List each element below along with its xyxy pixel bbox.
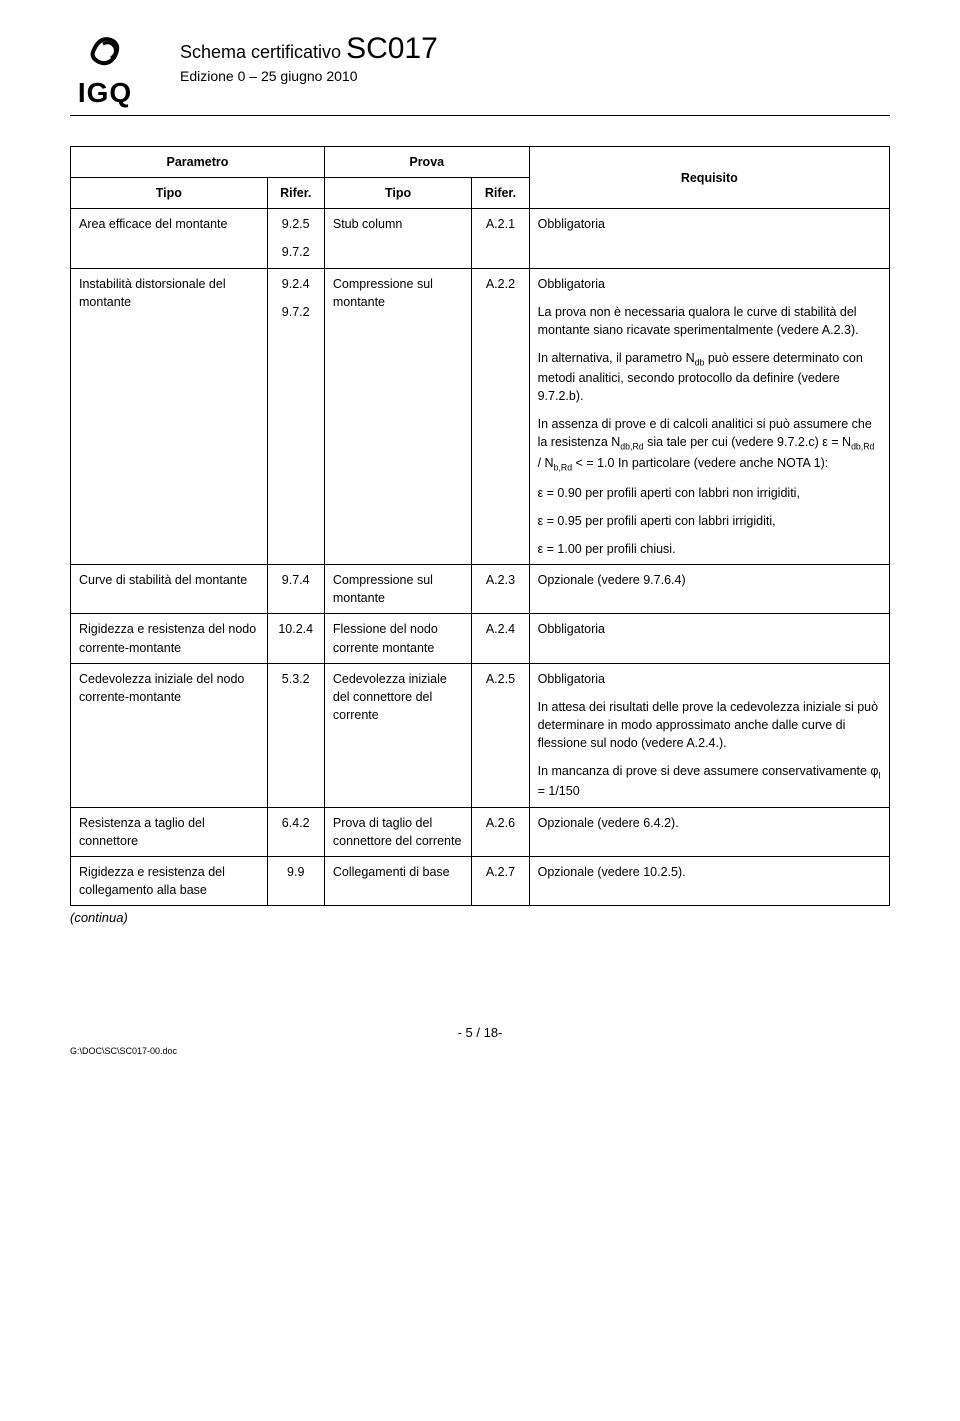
req-span: / N	[538, 456, 554, 470]
cell-req: Opzionale (vedere 10.2.5).	[529, 856, 889, 905]
continua-label: (continua)	[70, 910, 890, 925]
rifer-value: 9.2.5	[276, 215, 316, 233]
th-tipo-1: Tipo	[71, 178, 268, 209]
cell-req: Obbligatoria La prova non è necessaria q…	[529, 268, 889, 565]
cell-param: Instabilità distorsionale del montante	[71, 268, 268, 565]
th-rifer-2: Rifer.	[472, 178, 529, 209]
cell-prova: Prova di taglio del connettore del corre…	[324, 807, 471, 856]
page: IGQ Schema certificativo SC017 Edizione …	[0, 0, 960, 1096]
table-row: Rigidezza e resistenza del nodo corrente…	[71, 614, 890, 663]
table-row: Resistenza a taglio del connettore 6.4.2…	[71, 807, 890, 856]
req-text: In attesa dei risultati delle prove la c…	[538, 698, 881, 752]
cell-rifer2: A.2.1	[472, 209, 529, 268]
header-rule	[70, 115, 890, 116]
cell-prova: Flessione del nodo corrente montante	[324, 614, 471, 663]
table-header-row-1: Parametro Prova Requisito	[71, 147, 890, 178]
cell-rifer2: A.2.4	[472, 614, 529, 663]
header-subtitle: Edizione 0 – 25 giugno 2010	[180, 68, 438, 84]
header-title-code: SC017	[346, 32, 438, 65]
req-span: sia tale per cui (vedere 9.7.2.c) ε = N	[644, 435, 851, 449]
cell-prova: Collegamenti di base	[324, 856, 471, 905]
cell-rifer2: A.2.6	[472, 807, 529, 856]
rifer-value: 9.2.4	[276, 275, 316, 293]
req-sub: db,Rd	[620, 442, 643, 452]
cell-prova: Cedevolezza iniziale del connettore del …	[324, 663, 471, 807]
cell-rifer2: A.2.5	[472, 663, 529, 807]
requirements-table: Parametro Prova Requisito Tipo Rifer. Ti…	[70, 146, 890, 906]
logo-block: IGQ	[70, 30, 140, 107]
req-span: = 1/150	[538, 784, 580, 798]
req-text: In assenza di prove e di calcoli analiti…	[538, 415, 881, 474]
logo-text: IGQ	[70, 79, 140, 107]
cell-param: Rigidezza e resistenza del nodo corrente…	[71, 614, 268, 663]
cell-req: Obbligatoria In attesa dei risultati del…	[529, 663, 889, 807]
header-text: Schema certificativo SC017 Edizione 0 – …	[140, 30, 438, 84]
page-header: IGQ Schema certificativo SC017 Edizione …	[70, 30, 890, 107]
req-text: La prova non è necessaria qualora le cur…	[538, 303, 881, 339]
cell-rifer1: 9.2.5 9.7.2	[267, 209, 324, 268]
req-span: < = 1.0 In particolare (vedere anche NOT…	[572, 456, 828, 470]
cell-param: Resistenza a taglio del connettore	[71, 807, 268, 856]
cell-rifer2: A.2.7	[472, 856, 529, 905]
table-row: Area efficace del montante 9.2.5 9.7.2 S…	[71, 209, 890, 268]
req-text: Obbligatoria	[538, 670, 881, 688]
req-text: ε = 1.00 per profili chiusi.	[538, 540, 881, 558]
req-text: Obbligatoria	[538, 275, 881, 293]
cell-prova: Compressione sul montante	[324, 565, 471, 614]
th-prova: Prova	[324, 147, 529, 178]
cell-req: Obbligatoria	[529, 209, 889, 268]
req-sub: db,Rd	[851, 442, 874, 452]
header-title-line: Schema certificativo SC017	[180, 32, 438, 66]
req-sub: b,Rd	[554, 462, 572, 472]
cell-param: Area efficace del montante	[71, 209, 268, 268]
req-text: ε = 0.90 per profili aperti con labbri n…	[538, 484, 881, 502]
cell-rifer1: 10.2.4	[267, 614, 324, 663]
req-sub: l	[879, 771, 881, 781]
th-requisito: Requisito	[529, 147, 889, 209]
rifer-value: 9.7.2	[276, 303, 316, 321]
cell-param: Cedevolezza iniziale del nodo corrente-m…	[71, 663, 268, 807]
th-parametro: Parametro	[71, 147, 325, 178]
rifer-value: 9.7.2	[276, 243, 316, 261]
cell-rifer1: 9.7.4	[267, 565, 324, 614]
cell-rifer2: A.2.2	[472, 268, 529, 565]
table-row: Curve di stabilità del montante 9.7.4 Co…	[71, 565, 890, 614]
th-rifer-1: Rifer.	[267, 178, 324, 209]
cell-req: Obbligatoria	[529, 614, 889, 663]
header-title-prefix: Schema certificativo	[180, 42, 346, 62]
req-text: ε = 0.95 per profili aperti con labbri i…	[538, 512, 881, 530]
req-span: In mancanza di prove si deve assumere co…	[538, 764, 879, 778]
cell-rifer1: 9.2.4 9.7.2	[267, 268, 324, 565]
req-text: In alternativa, il parametro Ndb può ess…	[538, 349, 881, 405]
cell-rifer1: 6.4.2	[267, 807, 324, 856]
table-row: Rigidezza e resistenza del collegamento …	[71, 856, 890, 905]
cell-prova: Compressione sul montante	[324, 268, 471, 565]
cell-param: Rigidezza e resistenza del collegamento …	[71, 856, 268, 905]
table-row: Cedevolezza iniziale del nodo corrente-m…	[71, 663, 890, 807]
cell-rifer2: A.2.3	[472, 565, 529, 614]
th-tipo-2: Tipo	[324, 178, 471, 209]
cell-req: Opzionale (vedere 6.4.2).	[529, 807, 889, 856]
cell-rifer1: 9.9	[267, 856, 324, 905]
cell-rifer1: 5.3.2	[267, 663, 324, 807]
req-span: In alternativa, il parametro N	[538, 351, 695, 365]
page-number: - 5 / 18-	[70, 1025, 890, 1040]
cell-req: Opzionale (vedere 9.7.6.4)	[529, 565, 889, 614]
cell-prova: Stub column	[324, 209, 471, 268]
cell-param: Curve di stabilità del montante	[71, 565, 268, 614]
table-row: Instabilità distorsionale del montante 9…	[71, 268, 890, 565]
req-text: In mancanza di prove si deve assumere co…	[538, 762, 881, 800]
logo-icon	[70, 30, 140, 77]
req-sub: db	[695, 357, 705, 367]
footer-path: G:\DOC\SC\SC017-00.doc	[70, 1046, 890, 1056]
